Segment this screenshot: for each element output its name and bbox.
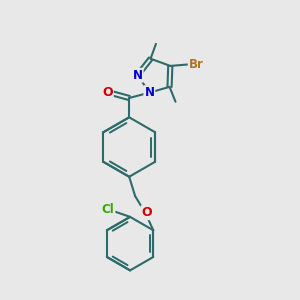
- Text: Cl: Cl: [102, 203, 115, 216]
- Text: N: N: [133, 69, 143, 82]
- Text: O: O: [102, 85, 113, 98]
- Text: N: N: [144, 86, 154, 99]
- Text: O: O: [141, 206, 152, 219]
- Text: Br: Br: [189, 58, 204, 71]
